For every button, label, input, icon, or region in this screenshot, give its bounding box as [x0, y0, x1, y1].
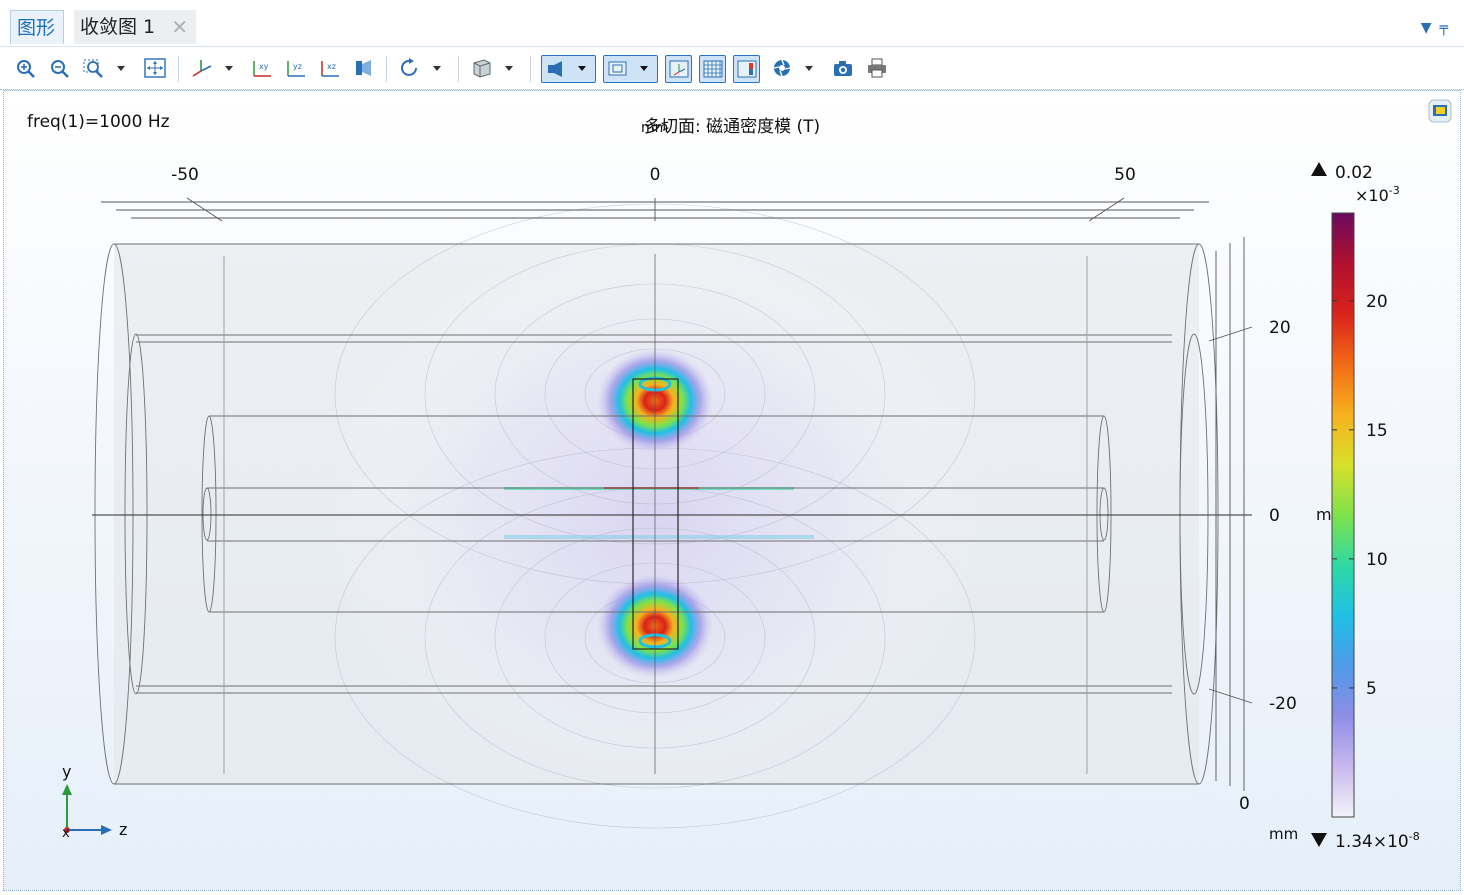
color-legend: 0.02 ×10-3 20 15 10 5 1.34×10-8	[1311, 162, 1420, 852]
pin-icon[interactable]: ╤	[1439, 20, 1456, 36]
legend-multiplier-base: ×10	[1355, 186, 1389, 205]
right-axis-tick: 20	[1269, 318, 1291, 338]
zoom-menu-chevron-icon[interactable]	[115, 60, 127, 76]
top-axis-tick: -50	[171, 165, 199, 185]
print-icon[interactable]	[865, 57, 889, 79]
rotate-icon[interactable]	[398, 57, 422, 79]
window-mode-icon[interactable]	[1428, 99, 1452, 123]
view-xy-icon[interactable]: xy	[250, 57, 274, 79]
zoom-extents-icon[interactable]	[143, 57, 167, 79]
colorbar-tick-label: 15	[1366, 421, 1388, 441]
view-xz-icon[interactable]: xz	[318, 57, 342, 79]
rendering-toggle-button[interactable]	[603, 55, 658, 83]
max-triangle-icon	[1311, 162, 1327, 176]
legend-min-base: 1.34×10	[1335, 832, 1409, 852]
triad-y-label: y	[62, 762, 71, 781]
light-menu-chevron-icon[interactable]	[576, 60, 588, 76]
colorbar	[1331, 212, 1355, 818]
legend-multiplier-exp: -3	[1389, 184, 1400, 197]
grid-icon	[701, 58, 725, 80]
scene-light-icon[interactable]	[352, 57, 376, 79]
depth-axis-unit: mm	[1269, 825, 1298, 843]
tab-convergence-plot[interactable]: 收敛图 1 ✕	[74, 10, 196, 44]
top-axis-tick: 50	[1114, 165, 1136, 185]
triad-x-label: x	[62, 826, 70, 841]
light-icon	[544, 58, 568, 80]
view-xz-label: xz	[327, 62, 336, 71]
toolbar-separator	[386, 56, 387, 82]
plot-canvas: -50 0 50 20 0 -20 m 0 mm y x z	[62, 162, 1420, 852]
right-axis-tick: -20	[1269, 694, 1297, 714]
colorbar-tick-label: 5	[1366, 679, 1377, 699]
legend-icon	[735, 58, 759, 80]
legend-min-exp: -8	[1409, 830, 1420, 843]
view-yz-label: yz	[293, 62, 302, 71]
graphics-window[interactable]: -50 0 50 20 0 -20 m 0 mm y x z	[3, 90, 1461, 891]
geometry-edges	[94, 243, 1219, 785]
zoom-out-icon[interactable]	[48, 57, 72, 79]
conductor-strip-lower	[504, 535, 814, 539]
close-icon[interactable]: ✕	[171, 15, 188, 39]
transparency-menu-chevron-icon[interactable]	[503, 60, 515, 76]
rendering-menu-chevron-icon[interactable]	[638, 60, 650, 76]
rendering-icon	[606, 58, 630, 80]
chevron-down-icon[interactable]: ▼	[1420, 20, 1440, 36]
tab-graphics[interactable]: 图形	[10, 10, 64, 44]
graphics-toolbar: xy yz xz	[0, 47, 1464, 90]
tab-bar: 图形 收敛图 1 ✕ ▼╤	[0, 0, 1464, 47]
zoom-in-icon[interactable]	[14, 57, 38, 79]
legend-toggle-button[interactable]	[733, 55, 760, 83]
axis-orientation-toggle-button[interactable]	[665, 55, 692, 83]
camera-shutter-icon[interactable]	[770, 57, 794, 79]
top-axis-frame	[101, 197, 1209, 222]
light-toggle-button[interactable]	[541, 55, 596, 83]
frequency-label: freq(1)=1000 Hz	[27, 112, 170, 132]
tab-convergence-label: 收敛图 1	[80, 16, 156, 38]
screenshot-icon[interactable]	[831, 57, 855, 79]
rotate-menu-chevron-icon[interactable]	[431, 60, 443, 76]
right-axis-frame	[1208, 237, 1253, 791]
tab-graphics-label: 图形	[17, 17, 56, 39]
view-xy-label: xy	[259, 62, 269, 71]
axes-icon[interactable]	[190, 57, 214, 79]
legend-min: 1.34×10-8	[1335, 830, 1420, 852]
view-yz-icon[interactable]: yz	[284, 57, 308, 79]
camera-menu-chevron-icon[interactable]	[803, 60, 815, 76]
axis-orientation-icon	[667, 58, 691, 80]
toolbar-separator	[178, 56, 179, 82]
zoom-box-icon[interactable]	[82, 57, 106, 79]
title-unit: mm	[641, 120, 669, 136]
right-axis-unit: m	[1316, 505, 1332, 524]
colorbar-ticks: 20 15 10 5	[1332, 292, 1388, 699]
colorbar-tick-label: 10	[1366, 550, 1388, 570]
transparency-icon[interactable]	[470, 57, 494, 79]
toolbar-separator	[530, 56, 531, 82]
tab-tools: ▼╤	[1421, 20, 1456, 36]
triad-z-label: z	[119, 820, 127, 839]
legend-max-label: 0.02	[1335, 163, 1373, 183]
depth-axis-tick: 0	[1239, 794, 1250, 814]
top-axis-tick: 0	[650, 165, 661, 185]
coordinate-triad: y x z	[62, 762, 127, 841]
colorbar-tick-label: 20	[1366, 292, 1388, 312]
legend-multiplier: ×10-3	[1355, 184, 1400, 205]
toolbar-separator	[458, 56, 459, 82]
min-triangle-icon	[1311, 833, 1327, 847]
coil-rectangle	[632, 378, 679, 650]
right-axis-tick: 0	[1269, 506, 1280, 526]
grid-toggle-button[interactable]	[699, 55, 726, 83]
axes-menu-chevron-icon[interactable]	[223, 60, 235, 76]
plot-title: 多切面: 磁通密度模 (T)	[644, 117, 821, 137]
